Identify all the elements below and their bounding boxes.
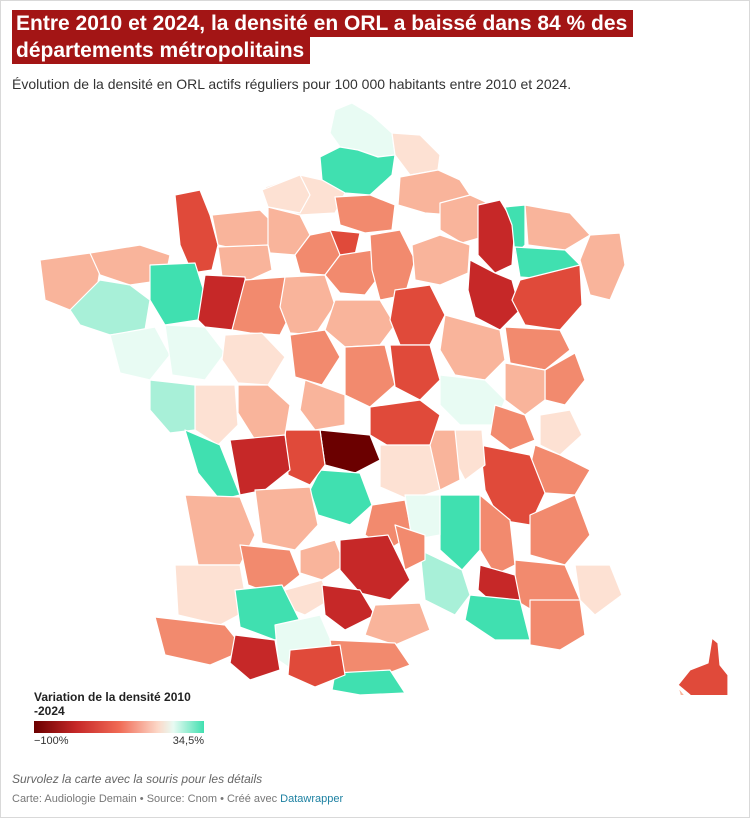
department-herault[interactable]: [364, 602, 431, 646]
department-deux-sevres[interactable]: [194, 384, 239, 446]
department-lozere[interactable]: [394, 524, 426, 571]
department-lot-et-garonne[interactable]: [239, 544, 301, 596]
department-ille-et-vilaine[interactable]: [149, 262, 206, 326]
department-cher[interactable]: [344, 344, 396, 408]
department-haute-savoie[interactable]: [539, 409, 583, 456]
department-vendee[interactable]: [149, 379, 196, 434]
france-map[interactable]: [0, 95, 752, 695]
department-aube[interactable]: [411, 234, 471, 286]
department-tarn[interactable]: [321, 584, 376, 631]
department-haute-corse[interactable]: [677, 637, 729, 695]
legend-labels: −100% 34,5%: [34, 735, 204, 749]
legend-title: Variation de la densité 2010 -2024: [34, 690, 191, 718]
department-meuse[interactable]: [477, 199, 516, 274]
department-loiret[interactable]: [324, 299, 396, 348]
department-indre[interactable]: [299, 379, 346, 431]
department-hautes-pyrenees[interactable]: [229, 634, 281, 681]
legend-color-scale: [34, 721, 204, 733]
department-charente[interactable]: [229, 434, 291, 496]
chart-subtitle: Évolution de la densité en ORL actifs ré…: [12, 76, 572, 92]
department-morbihan[interactable]: [69, 279, 151, 336]
department-maine-et-loire[interactable]: [164, 324, 226, 381]
department-aveyron[interactable]: [339, 534, 411, 601]
department-loire-atlantique[interactable]: [109, 326, 171, 381]
department-moselle[interactable]: [524, 204, 591, 251]
department-pyrenees-orientales[interactable]: [331, 669, 406, 695]
department-yonne[interactable]: [389, 284, 446, 346]
map-legend: Variation de la densité 2010 -2024 −100%…: [34, 690, 234, 749]
chart-title: Entre 2010 et 2024, la densité en ORL a …: [12, 10, 642, 64]
department-orne[interactable]: [217, 244, 273, 281]
department-hautes-alpes[interactable]: [529, 494, 591, 566]
department-haute-marne[interactable]: [467, 259, 521, 331]
department-pyrenees-atlantiques[interactable]: [154, 616, 246, 666]
department-seine-maritime[interactable]: [261, 174, 311, 214]
credits-text: Carte: Audiologie Demain • Source: Cnom …: [12, 793, 281, 805]
department-bas-rhin[interactable]: [579, 232, 626, 301]
department-nievre[interactable]: [389, 344, 441, 401]
legend-max-label: 34,5%: [172, 735, 204, 747]
department-loir-et-cher[interactable]: [289, 329, 341, 386]
department-ardeche[interactable]: [439, 494, 481, 571]
department-calvados[interactable]: [211, 209, 276, 251]
department-haute-saone[interactable]: [504, 326, 571, 371]
credits: Carte: Audiologie Demain • Source: Cnom …: [12, 793, 343, 805]
department-var[interactable]: [529, 599, 586, 651]
department-corse-du-sud[interactable]: [677, 686, 728, 695]
department-ain[interactable]: [489, 404, 536, 451]
legend-min-label: −100%: [34, 735, 69, 747]
department-lot[interactable]: [299, 539, 346, 581]
hover-note: Survolez la carte avec la souris pour le…: [12, 772, 263, 786]
department-correze[interactable]: [309, 469, 373, 526]
department-manche[interactable]: [174, 189, 219, 274]
department-dordogne[interactable]: [254, 486, 319, 551]
department-jura[interactable]: [504, 362, 546, 416]
department-puy-de-dome[interactable]: [379, 444, 441, 501]
department-allier[interactable]: [369, 399, 441, 451]
department-bouches-du-rhone[interactable]: [464, 594, 531, 641]
department-gard[interactable]: [419, 549, 471, 616]
department-ariege[interactable]: [287, 644, 346, 688]
department-vienne[interactable]: [237, 384, 291, 441]
department-landes[interactable]: [174, 564, 249, 626]
department-oise[interactable]: [334, 194, 396, 234]
chart-title-text: Entre 2010 et 2024, la densité en ORL a …: [12, 10, 634, 64]
datawrapper-link[interactable]: Datawrapper: [280, 793, 344, 805]
department-haute-loire[interactable]: [404, 494, 441, 541]
department-aisne[interactable]: [391, 132, 441, 176]
department-indre-et-loire[interactable]: [221, 332, 286, 386]
department-creuse[interactable]: [319, 429, 381, 474]
department-alpes-maritimes[interactable]: [574, 564, 623, 616]
